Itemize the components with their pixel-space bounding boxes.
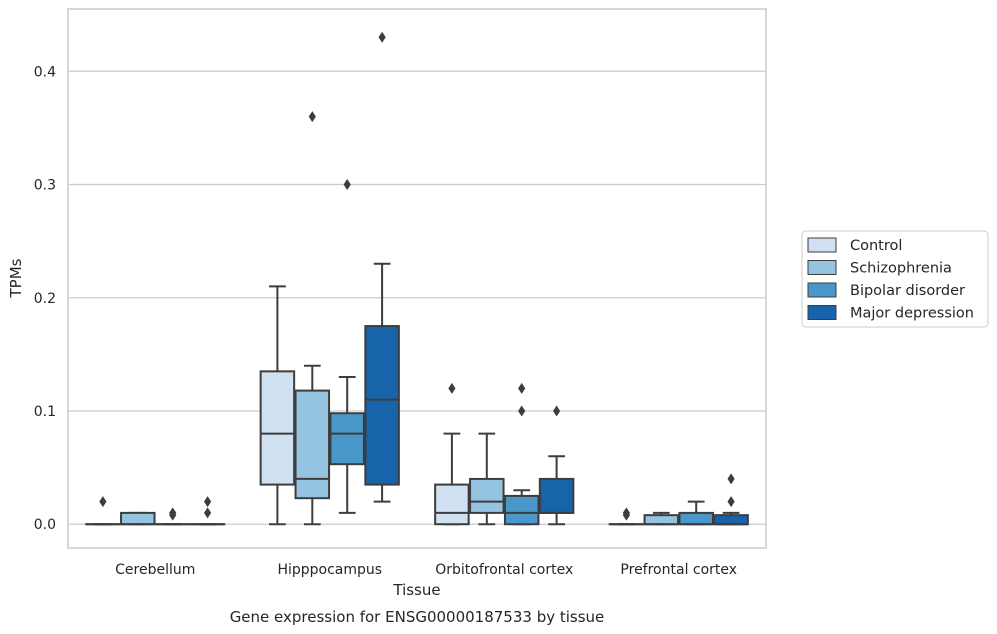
outlier-point xyxy=(518,405,526,417)
legend-swatch xyxy=(807,282,837,298)
box-iqr xyxy=(329,412,365,466)
box-bipolar-disorder xyxy=(678,500,714,526)
y-tick-label: 0.4 xyxy=(34,64,56,80)
legend-swatch xyxy=(807,237,837,253)
outlier-point xyxy=(204,496,212,508)
gridlines xyxy=(68,70,766,525)
outlier-point xyxy=(622,509,630,521)
outlier-point xyxy=(99,496,107,508)
x-tick-label: Prefrontal cortex xyxy=(620,562,737,578)
box-iqr xyxy=(259,370,296,486)
figure-caption: Gene expression for ENSG00000187533 by t… xyxy=(230,608,605,626)
box-major-depression xyxy=(189,496,226,526)
box-control xyxy=(85,496,121,526)
box-bipolar-disorder xyxy=(503,382,540,526)
legend-swatch xyxy=(807,305,837,320)
box-major-depression xyxy=(713,473,749,526)
box-major-depression xyxy=(364,31,400,503)
outlier-point xyxy=(518,382,526,394)
legend-label: Bipolar disorder xyxy=(850,283,965,299)
legend-frame xyxy=(801,230,989,328)
outlier-point xyxy=(169,509,177,521)
box-iqr xyxy=(643,514,680,526)
box-control xyxy=(259,285,296,526)
box-iqr xyxy=(713,514,749,526)
legend-label: Control xyxy=(850,238,902,254)
x-tick-label: Cerebellum xyxy=(115,562,195,578)
box-control xyxy=(434,382,470,526)
legend: Control Schizophrenia Bipolar disorder Majo… xyxy=(801,230,989,328)
box-bipolar-disorder xyxy=(329,179,365,514)
box-iqr xyxy=(678,511,714,526)
x-tick-label: Orbitofrontal cortex xyxy=(435,562,573,578)
box-schizophrenia xyxy=(469,432,505,526)
outlier-point xyxy=(343,179,351,191)
y-tick-label: 0.3 xyxy=(34,178,56,194)
outlier-point xyxy=(553,405,561,417)
box-control xyxy=(608,507,645,526)
box-schizophrenia xyxy=(643,511,680,526)
plot-frame xyxy=(67,8,767,549)
y-tick-label: 0.0 xyxy=(34,517,56,533)
box-iqr xyxy=(294,389,331,500)
box-iqr xyxy=(503,494,540,526)
outlier-point xyxy=(727,496,735,508)
box-schizophrenia xyxy=(294,111,331,526)
outlier-point xyxy=(378,31,386,43)
outlier-point xyxy=(204,507,212,519)
box-iqr xyxy=(120,511,156,526)
box-iqr xyxy=(364,325,400,486)
legend-label: Schizophrenia xyxy=(850,261,952,277)
outlier-point xyxy=(308,111,316,123)
box-schizophrenia xyxy=(120,511,156,526)
x-tick-labels: Cerebellum Hipppocampus Orbitofrontal cort… xyxy=(115,562,737,578)
boxes xyxy=(85,31,749,526)
y-tick-label: 0.1 xyxy=(34,404,56,420)
y-tick-labels: 0.0 0.1 0.2 0.3 0.4 xyxy=(34,64,56,533)
box-iqr xyxy=(469,477,505,514)
x-tick-label: Hipppocampus xyxy=(277,562,382,578)
x-axis-label: Tissue xyxy=(392,581,440,599)
y-tick-label: 0.2 xyxy=(34,291,56,307)
legend-label: Major depression xyxy=(850,306,974,322)
y-axis-label: TPMs xyxy=(7,258,25,298)
box-iqr xyxy=(434,483,470,526)
box-iqr xyxy=(538,477,575,514)
box-major-depression xyxy=(538,405,575,526)
box-bipolar-disorder xyxy=(154,507,191,526)
legend-swatch xyxy=(807,260,837,275)
outlier-point xyxy=(448,382,456,394)
outlier-point xyxy=(727,473,735,485)
